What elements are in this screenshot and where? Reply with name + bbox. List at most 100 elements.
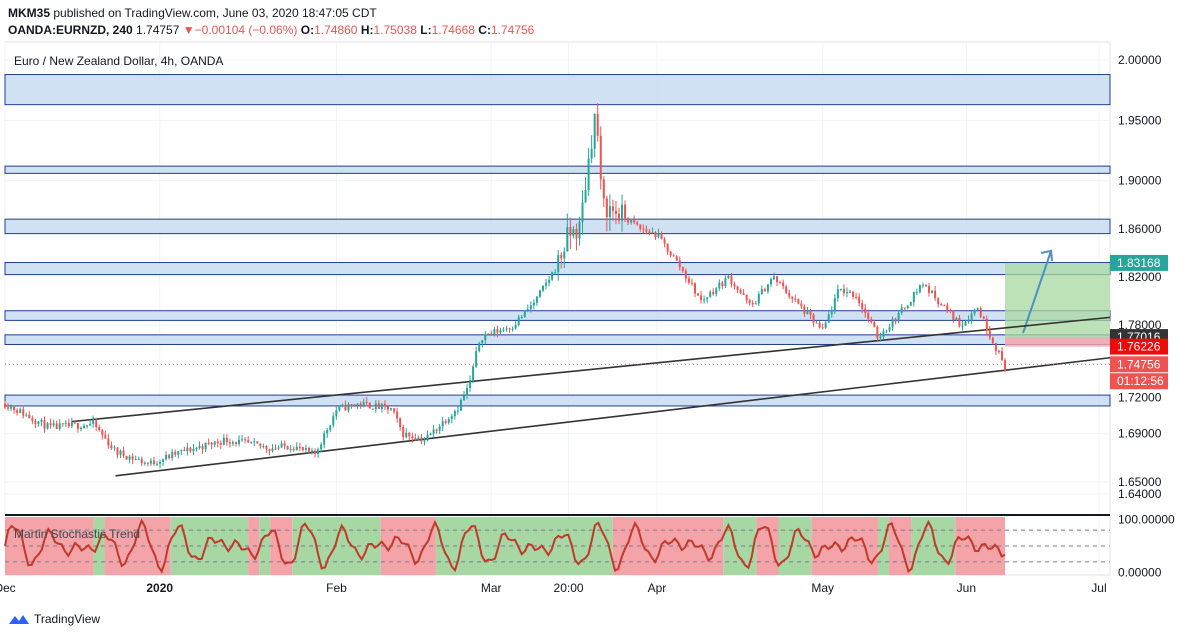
candle-body bbox=[43, 419, 46, 429]
candle-body bbox=[885, 330, 888, 332]
price-badge bbox=[1110, 356, 1168, 373]
candle-body bbox=[569, 226, 572, 236]
candle-body bbox=[836, 289, 839, 299]
x-tick-label: 20:00 bbox=[554, 581, 584, 595]
candle-body bbox=[855, 296, 858, 298]
candle-body bbox=[587, 158, 590, 190]
candle-body bbox=[633, 219, 636, 223]
candle-body bbox=[745, 294, 748, 301]
candle-body bbox=[703, 299, 706, 301]
x-tick-label: Jul bbox=[1091, 581, 1106, 595]
candle-body bbox=[928, 286, 931, 293]
symbol-label: OANDA:EURNZD, 240 bbox=[8, 23, 133, 37]
candle-body bbox=[40, 419, 43, 422]
candle-body bbox=[542, 285, 545, 291]
candle-body bbox=[952, 310, 955, 321]
candle-body bbox=[152, 460, 155, 465]
candle-body bbox=[888, 327, 891, 331]
osc-tick-label: 100.00000 bbox=[1118, 513, 1175, 527]
candle-body bbox=[894, 318, 897, 322]
candle-body bbox=[213, 441, 216, 445]
candle-body bbox=[189, 447, 192, 452]
candle-body bbox=[608, 206, 611, 218]
candle-body bbox=[873, 322, 876, 327]
candle-body bbox=[736, 286, 739, 291]
candle-body bbox=[201, 446, 204, 450]
oscillator-pane bbox=[4, 514, 1110, 575]
candle-body bbox=[730, 275, 733, 284]
candle-body bbox=[709, 291, 712, 298]
candle-body bbox=[356, 403, 359, 406]
candle-body bbox=[274, 448, 277, 450]
price-badge-label: 01:12:56 bbox=[1117, 374, 1164, 388]
candle-body bbox=[937, 298, 940, 305]
candle-body bbox=[256, 441, 259, 444]
tradingview-logo-icon bbox=[9, 615, 29, 624]
candle-body bbox=[362, 401, 365, 406]
candle-body bbox=[988, 330, 991, 338]
candle-body bbox=[301, 447, 304, 450]
candle-body bbox=[742, 293, 745, 295]
candle-body bbox=[690, 282, 693, 284]
trendline-1 bbox=[115, 356, 1111, 477]
candle-body bbox=[727, 275, 730, 279]
y-tick-label: 1.90000 bbox=[1118, 174, 1162, 188]
candle-body bbox=[842, 288, 845, 294]
osc-line bbox=[4, 518, 1006, 574]
candle-body bbox=[195, 447, 198, 449]
candle-body bbox=[386, 406, 389, 410]
candle-body bbox=[733, 283, 736, 287]
sr-zone-6 bbox=[4, 394, 1111, 407]
sr-zone-4 bbox=[4, 310, 1111, 321]
trade-box[interactable] bbox=[1005, 249, 1110, 347]
candle-body bbox=[672, 255, 675, 257]
candle-body bbox=[636, 222, 639, 225]
candle-body bbox=[645, 229, 648, 232]
trendlines[interactable] bbox=[71, 316, 1111, 477]
candle-body bbox=[654, 232, 657, 237]
candle-body bbox=[557, 254, 560, 273]
candle-body bbox=[605, 198, 608, 218]
candle-body bbox=[380, 404, 383, 409]
candle-body bbox=[499, 330, 502, 333]
candle-body bbox=[514, 325, 517, 329]
candle-body bbox=[697, 293, 700, 296]
candle-body bbox=[450, 416, 453, 419]
candle-body bbox=[13, 406, 16, 411]
candle-body bbox=[131, 456, 134, 460]
candle-body bbox=[137, 459, 140, 461]
candle-body bbox=[970, 313, 973, 320]
candle-body bbox=[849, 291, 852, 293]
sr-zones[interactable] bbox=[4, 74, 1111, 407]
publisher-name[interactable]: MKM35 bbox=[8, 6, 51, 20]
candle-body bbox=[578, 221, 581, 239]
candle-body bbox=[511, 328, 514, 330]
candle-body bbox=[958, 317, 961, 327]
candle-body bbox=[180, 449, 183, 452]
candle-body bbox=[459, 400, 462, 411]
candle-body bbox=[627, 218, 630, 223]
candles bbox=[4, 103, 1007, 469]
candle-body bbox=[4, 403, 6, 408]
candle-body bbox=[572, 228, 575, 236]
candle-body bbox=[402, 427, 405, 438]
candle-body bbox=[614, 210, 617, 214]
candle-body bbox=[964, 321, 967, 326]
osc-tick-label: 0.00000 bbox=[1118, 565, 1162, 579]
candle-body bbox=[657, 233, 660, 237]
candle-body bbox=[648, 231, 651, 234]
candle-body bbox=[292, 448, 295, 451]
open-value: 1.74860 bbox=[314, 23, 358, 37]
candle-body bbox=[250, 441, 253, 443]
candle-body bbox=[405, 432, 408, 438]
candle-body bbox=[791, 296, 794, 299]
candle-body bbox=[219, 443, 222, 445]
candle-body bbox=[73, 422, 76, 424]
candle-body bbox=[545, 282, 548, 286]
candle-body bbox=[712, 291, 715, 295]
projection-arrow bbox=[1022, 250, 1052, 334]
candle-body bbox=[754, 303, 757, 305]
close-label: C: bbox=[478, 23, 491, 37]
candle-body bbox=[390, 408, 393, 410]
